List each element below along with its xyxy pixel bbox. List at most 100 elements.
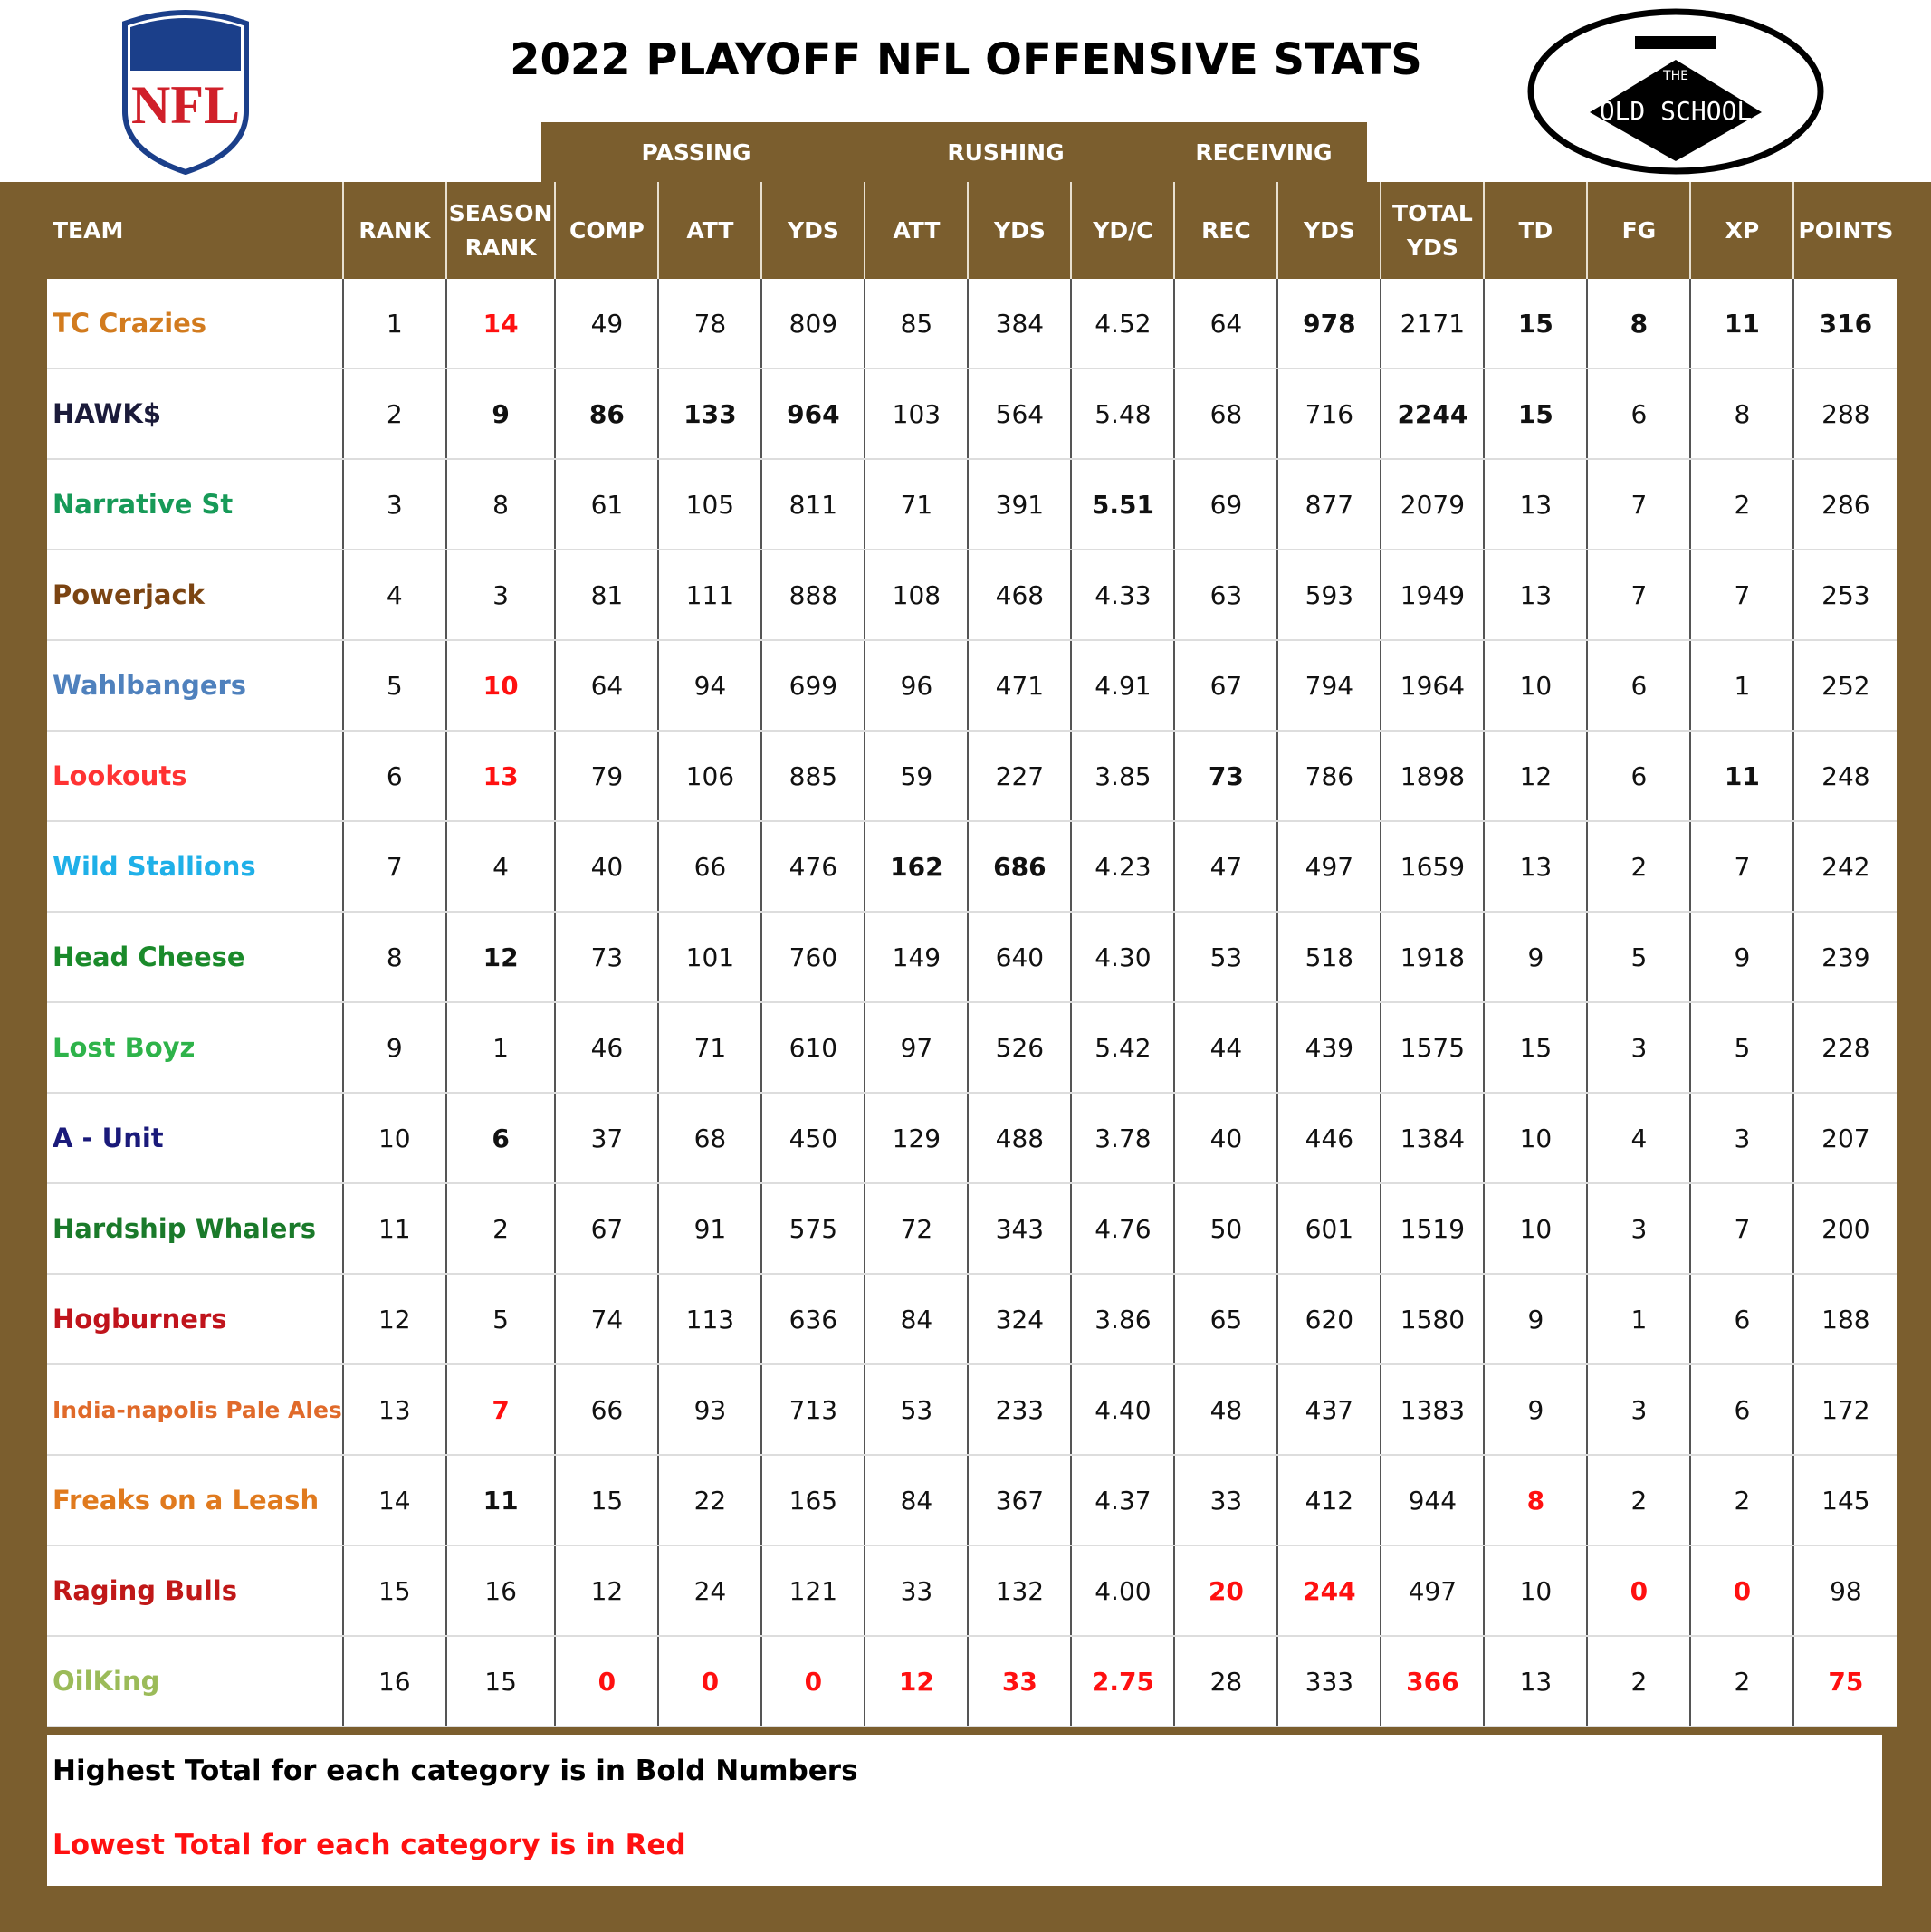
stat-cell: 1949: [1380, 550, 1485, 641]
stat-cell: 4.40: [1070, 1364, 1175, 1456]
stat-cell: 3: [341, 459, 446, 550]
stat-cell: 67: [554, 1183, 659, 1275]
stat-cell: 15: [341, 1545, 446, 1637]
stat-cell: 8: [1483, 1455, 1588, 1546]
stat-cell: 172: [1792, 1364, 1898, 1456]
stat-cell: 0: [554, 1636, 659, 1727]
stat-cell: 6: [341, 731, 446, 822]
stat-cell: 877: [1276, 459, 1381, 550]
stat-cell: 468: [967, 550, 1072, 641]
stat-cell: 6: [1586, 368, 1691, 460]
stat-cell: 72: [864, 1183, 969, 1275]
column-header: YDS: [967, 182, 1072, 279]
stat-cell: 15: [1483, 1002, 1588, 1094]
stat-cell: 12: [554, 1545, 659, 1637]
team-name: Freaks on a Leash: [47, 1455, 343, 1546]
table-row: HAWK$ 2 9 86 133 964 103 564 5.48 68 716 2244 15 6 8 28…: [47, 368, 1898, 460]
stat-cell: 242: [1792, 821, 1898, 913]
stat-cell: 66: [554, 1364, 659, 1456]
stat-cell: 2: [1689, 1636, 1794, 1727]
stat-cell: 1384: [1380, 1093, 1485, 1184]
stat-cell: 2: [1586, 1636, 1691, 1727]
stat-cell: 0: [1586, 1545, 1691, 1637]
stat-cell: 6: [445, 1093, 556, 1184]
team-name: Wahlbangers: [47, 640, 343, 732]
stat-cell: 3: [1586, 1002, 1691, 1094]
group-header: RECEIVING: [1161, 122, 1367, 182]
stat-cell: 7: [1689, 821, 1794, 913]
team-name: A - Unit: [47, 1093, 343, 1184]
stat-cell: 14: [341, 1455, 446, 1546]
stat-cell: 471: [967, 640, 1072, 732]
stat-cell: 13: [1483, 821, 1588, 913]
stat-cell: 9: [341, 1002, 446, 1094]
stat-cell: 1580: [1380, 1274, 1485, 1365]
stat-cell: 809: [760, 279, 865, 369]
stat-cell: 1575: [1380, 1002, 1485, 1094]
stat-cell: 165: [760, 1455, 865, 1546]
stat-cell: 3: [445, 550, 556, 641]
team-name: Hogburners: [47, 1274, 343, 1365]
column-header: COMP: [554, 182, 659, 279]
stat-cell: 3: [1586, 1364, 1691, 1456]
note: Lowest Total for each category is in Red: [53, 1829, 686, 1861]
team-name: Powerjack: [47, 550, 343, 641]
stat-cell: 84: [864, 1455, 969, 1546]
stat-cell: 98: [1792, 1545, 1898, 1637]
stat-cell: 9: [1483, 912, 1588, 1003]
stat-cell: 40: [554, 821, 659, 913]
stat-cell: 97: [864, 1002, 969, 1094]
stat-cell: 103: [864, 368, 969, 460]
stat-cell: 343: [967, 1183, 1072, 1275]
stat-cell: 636: [760, 1274, 865, 1365]
stat-cell: 24: [657, 1545, 762, 1637]
note: Highest Total for each category is in Bo…: [53, 1755, 858, 1787]
stat-cell: 450: [760, 1093, 865, 1184]
stat-cell: 9: [445, 368, 556, 460]
stat-cell: 1918: [1380, 912, 1485, 1003]
stat-cell: 324: [967, 1274, 1072, 1365]
stat-cell: 446: [1276, 1093, 1381, 1184]
stat-cell: 13: [1483, 1636, 1588, 1727]
stat-cell: 2171: [1380, 279, 1485, 369]
stats-table: TEAM RANK SEASON RANK COMP ATT YDS ATT YDS YD/C R…: [47, 182, 1898, 1727]
stat-cell: 5: [1586, 912, 1691, 1003]
stat-cell: 33: [967, 1636, 1072, 1727]
stat-cell: 10: [1483, 1093, 1588, 1184]
stat-cell: 207: [1792, 1093, 1898, 1184]
stat-cell: 14: [445, 279, 556, 369]
stat-cell: 699: [760, 640, 865, 732]
column-header: FG: [1586, 182, 1691, 279]
stat-cell: 188: [1792, 1274, 1898, 1365]
table-row: Freaks on a Leash 14 11 15 22 165 84 367 4.37 33 4…: [47, 1455, 1898, 1546]
stat-cell: 132: [967, 1545, 1072, 1637]
stat-cell: 476: [760, 821, 865, 913]
stat-cell: 91: [657, 1183, 762, 1275]
column-header: TEAM: [47, 182, 343, 279]
team-name: TC Crazies: [47, 279, 343, 369]
stat-cell: 3.78: [1070, 1093, 1175, 1184]
column-header: REC: [1173, 182, 1278, 279]
stat-cell: 7: [1586, 550, 1691, 641]
stat-cell: 2244: [1380, 368, 1485, 460]
column-header: TD: [1483, 182, 1588, 279]
stat-cell: 0: [760, 1636, 865, 1727]
column-header: YD/C: [1070, 182, 1175, 279]
table-row: Wahlbangers 5 10 64 94 699 96 471 4.91 67 794 1964 1…: [47, 640, 1898, 732]
stat-cell: 4: [445, 821, 556, 913]
stat-cell: 3.86: [1070, 1274, 1175, 1365]
stat-cell: 81: [554, 550, 659, 641]
stat-cell: 1964: [1380, 640, 1485, 732]
column-header: ATT: [864, 182, 969, 279]
stat-cell: 12: [341, 1274, 446, 1365]
stat-cell: 48: [1173, 1364, 1278, 1456]
column-header: RANK: [341, 182, 446, 279]
title: 2022 PLAYOFF NFL OFFENSIVE STATS: [510, 34, 1422, 85]
stat-cell: 944: [1380, 1455, 1485, 1546]
team-name: Head Cheese: [47, 912, 343, 1003]
stat-cell: 6: [1689, 1274, 1794, 1365]
stat-cell: 488: [967, 1093, 1072, 1184]
stat-cell: 3.85: [1070, 731, 1175, 822]
stat-cell: 73: [554, 912, 659, 1003]
